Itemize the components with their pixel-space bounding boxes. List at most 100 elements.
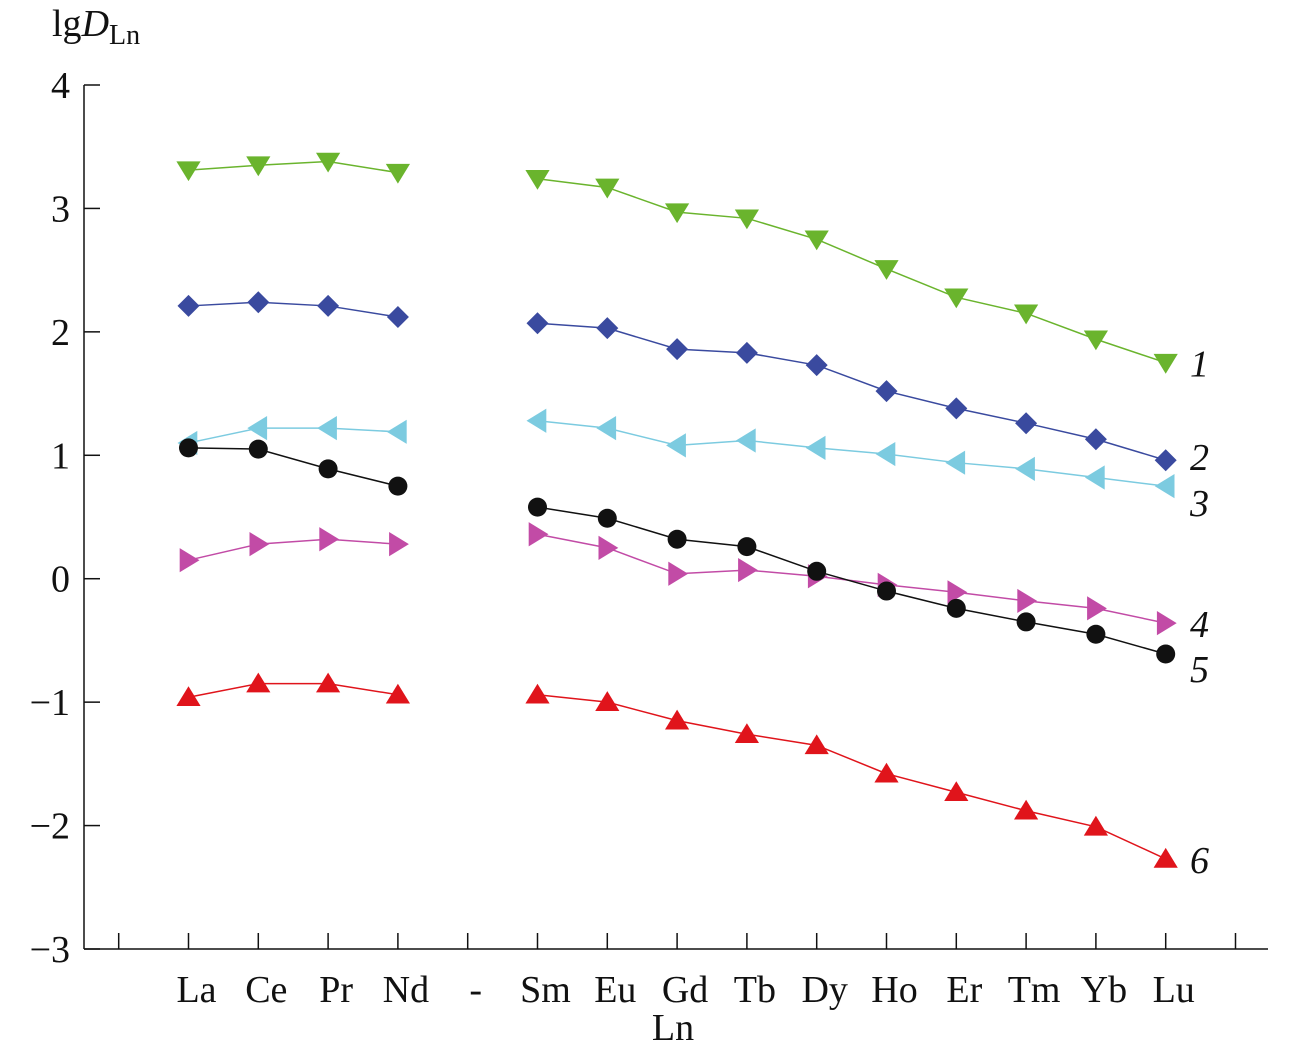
data-point (596, 416, 617, 441)
series-line (537, 419, 1166, 487)
series-6: 6 (176, 672, 1209, 882)
data-point (665, 709, 690, 730)
data-point (804, 230, 829, 251)
data-point (737, 537, 757, 557)
y-tick-label: 3 (51, 188, 70, 230)
series-line (537, 178, 1166, 364)
x-tick-label: Gd (662, 969, 708, 1011)
data-point (1154, 474, 1175, 499)
data-point (179, 548, 200, 573)
data-point (666, 433, 686, 458)
series-2: 2 (177, 291, 1209, 479)
data-point (668, 561, 689, 586)
y-axis-title-italic: D (81, 3, 109, 45)
data-point (598, 535, 619, 560)
data-point (1153, 353, 1178, 374)
data-point (734, 723, 759, 744)
data-point (246, 156, 271, 177)
data-point (317, 294, 340, 317)
x-tick-label: Pr (319, 969, 353, 1011)
data-point (385, 683, 410, 704)
data-point (388, 476, 408, 496)
series-line (188, 160, 399, 174)
data-point (945, 450, 966, 475)
data-point (945, 397, 968, 420)
series-label: 1 (1190, 344, 1209, 386)
series-label: 5 (1190, 649, 1209, 691)
data-point (386, 306, 409, 329)
data-point (1086, 624, 1106, 644)
data-point (735, 428, 756, 453)
data-point (1154, 449, 1177, 472)
series-label: 3 (1189, 483, 1209, 525)
data-point (1156, 644, 1176, 664)
x-tick-label: La (176, 969, 216, 1011)
data-point (667, 529, 687, 549)
y-tick-label: −2 (30, 806, 70, 848)
x-axis-title: Ln (652, 1007, 694, 1049)
data-point (176, 161, 201, 182)
data-point (738, 557, 758, 583)
series-layer: 1 23 45 6 (176, 152, 1209, 882)
x-tick-label: Ho (871, 969, 917, 1011)
x-tick-label: Yb (1081, 969, 1127, 1011)
data-point (1084, 428, 1107, 451)
series-label: 2 (1190, 437, 1209, 479)
x-tick-label: Tm (1008, 969, 1061, 1011)
data-point (597, 508, 617, 528)
data-point (1015, 456, 1035, 481)
y-axis-title: lgDLn (52, 3, 140, 51)
data-point (525, 683, 550, 704)
data-point (1087, 596, 1107, 621)
series-line (188, 538, 398, 561)
data-point (875, 441, 896, 467)
data-point (665, 203, 690, 224)
data-point (1083, 815, 1108, 836)
y-tick-label: 4 (51, 65, 70, 107)
data-point (179, 438, 198, 458)
y-axis-title-main: lg (52, 3, 82, 45)
data-point (318, 459, 338, 479)
series-label: 6 (1190, 840, 1209, 882)
data-point (177, 294, 200, 317)
data-point (1083, 330, 1108, 351)
y-tick-label: 0 (51, 559, 70, 601)
y-axis-title-sub: Ln (109, 20, 140, 51)
data-point (596, 317, 619, 340)
data-point (805, 354, 828, 377)
y-tick-label: 1 (51, 435, 70, 477)
data-point (735, 341, 758, 364)
data-point (246, 672, 271, 693)
data-point (1014, 304, 1039, 325)
data-point (1016, 612, 1036, 632)
data-point (877, 581, 896, 601)
series-3: 3 (177, 408, 1209, 525)
series-line (537, 533, 1166, 624)
data-point (875, 380, 898, 403)
data-point (874, 762, 899, 783)
series-label: 4 (1190, 604, 1209, 646)
y-tick-label: 2 (51, 312, 70, 354)
x-tick-label: Lu (1153, 969, 1195, 1011)
data-point (528, 522, 549, 547)
data-point (807, 561, 827, 581)
x-tick-label: Eu (594, 969, 636, 1011)
data-point (249, 532, 270, 557)
data-point (1014, 799, 1039, 820)
series-5: 5 (179, 438, 1209, 691)
data-point (247, 416, 268, 441)
y-tick-label: −3 (30, 929, 70, 971)
data-point (805, 435, 826, 460)
data-point (1156, 611, 1177, 636)
series-line (537, 693, 1167, 860)
x-tick-label: Sm (520, 969, 571, 1011)
series-line (537, 506, 1166, 655)
series-line (537, 322, 1166, 461)
x-tick-label: Dy (801, 969, 847, 1011)
data-point (734, 209, 759, 230)
data-point (944, 288, 969, 309)
data-point (316, 152, 341, 173)
data-point (526, 312, 549, 335)
data-point (526, 408, 547, 433)
